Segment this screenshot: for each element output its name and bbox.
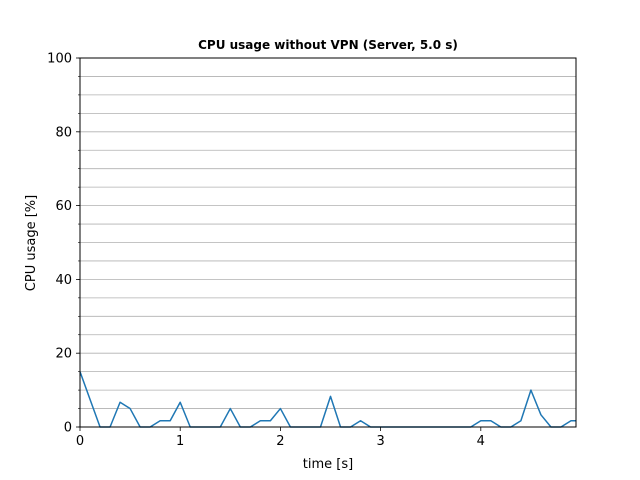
x-tick-label: 3 <box>376 434 384 449</box>
y-tick-label: 40 <box>55 273 72 288</box>
x-tick-label: 1 <box>176 434 184 449</box>
grid-layer <box>80 57 576 428</box>
x-tick-label: 0 <box>76 434 84 449</box>
y-tick-label: 20 <box>55 347 72 362</box>
y-tick-label: 60 <box>55 199 72 214</box>
x-axis-label: time [s] <box>303 457 353 472</box>
tick-layer: 0 20 40 60 80 100 0 1 2 3 4 <box>47 52 485 450</box>
chart-title: CPU usage without VPN (Server, 5.0 s) <box>198 38 458 52</box>
y-tick-label: 0 <box>64 421 72 436</box>
line-layer <box>79 371 576 428</box>
y-axis-label: CPU usage [%] <box>24 195 39 291</box>
x-tick-label: 4 <box>477 434 485 449</box>
y-tick-label: 80 <box>55 125 72 140</box>
series-line <box>79 371 576 428</box>
x-tick-label: 2 <box>276 434 284 449</box>
y-tick-label: 100 <box>47 52 72 67</box>
